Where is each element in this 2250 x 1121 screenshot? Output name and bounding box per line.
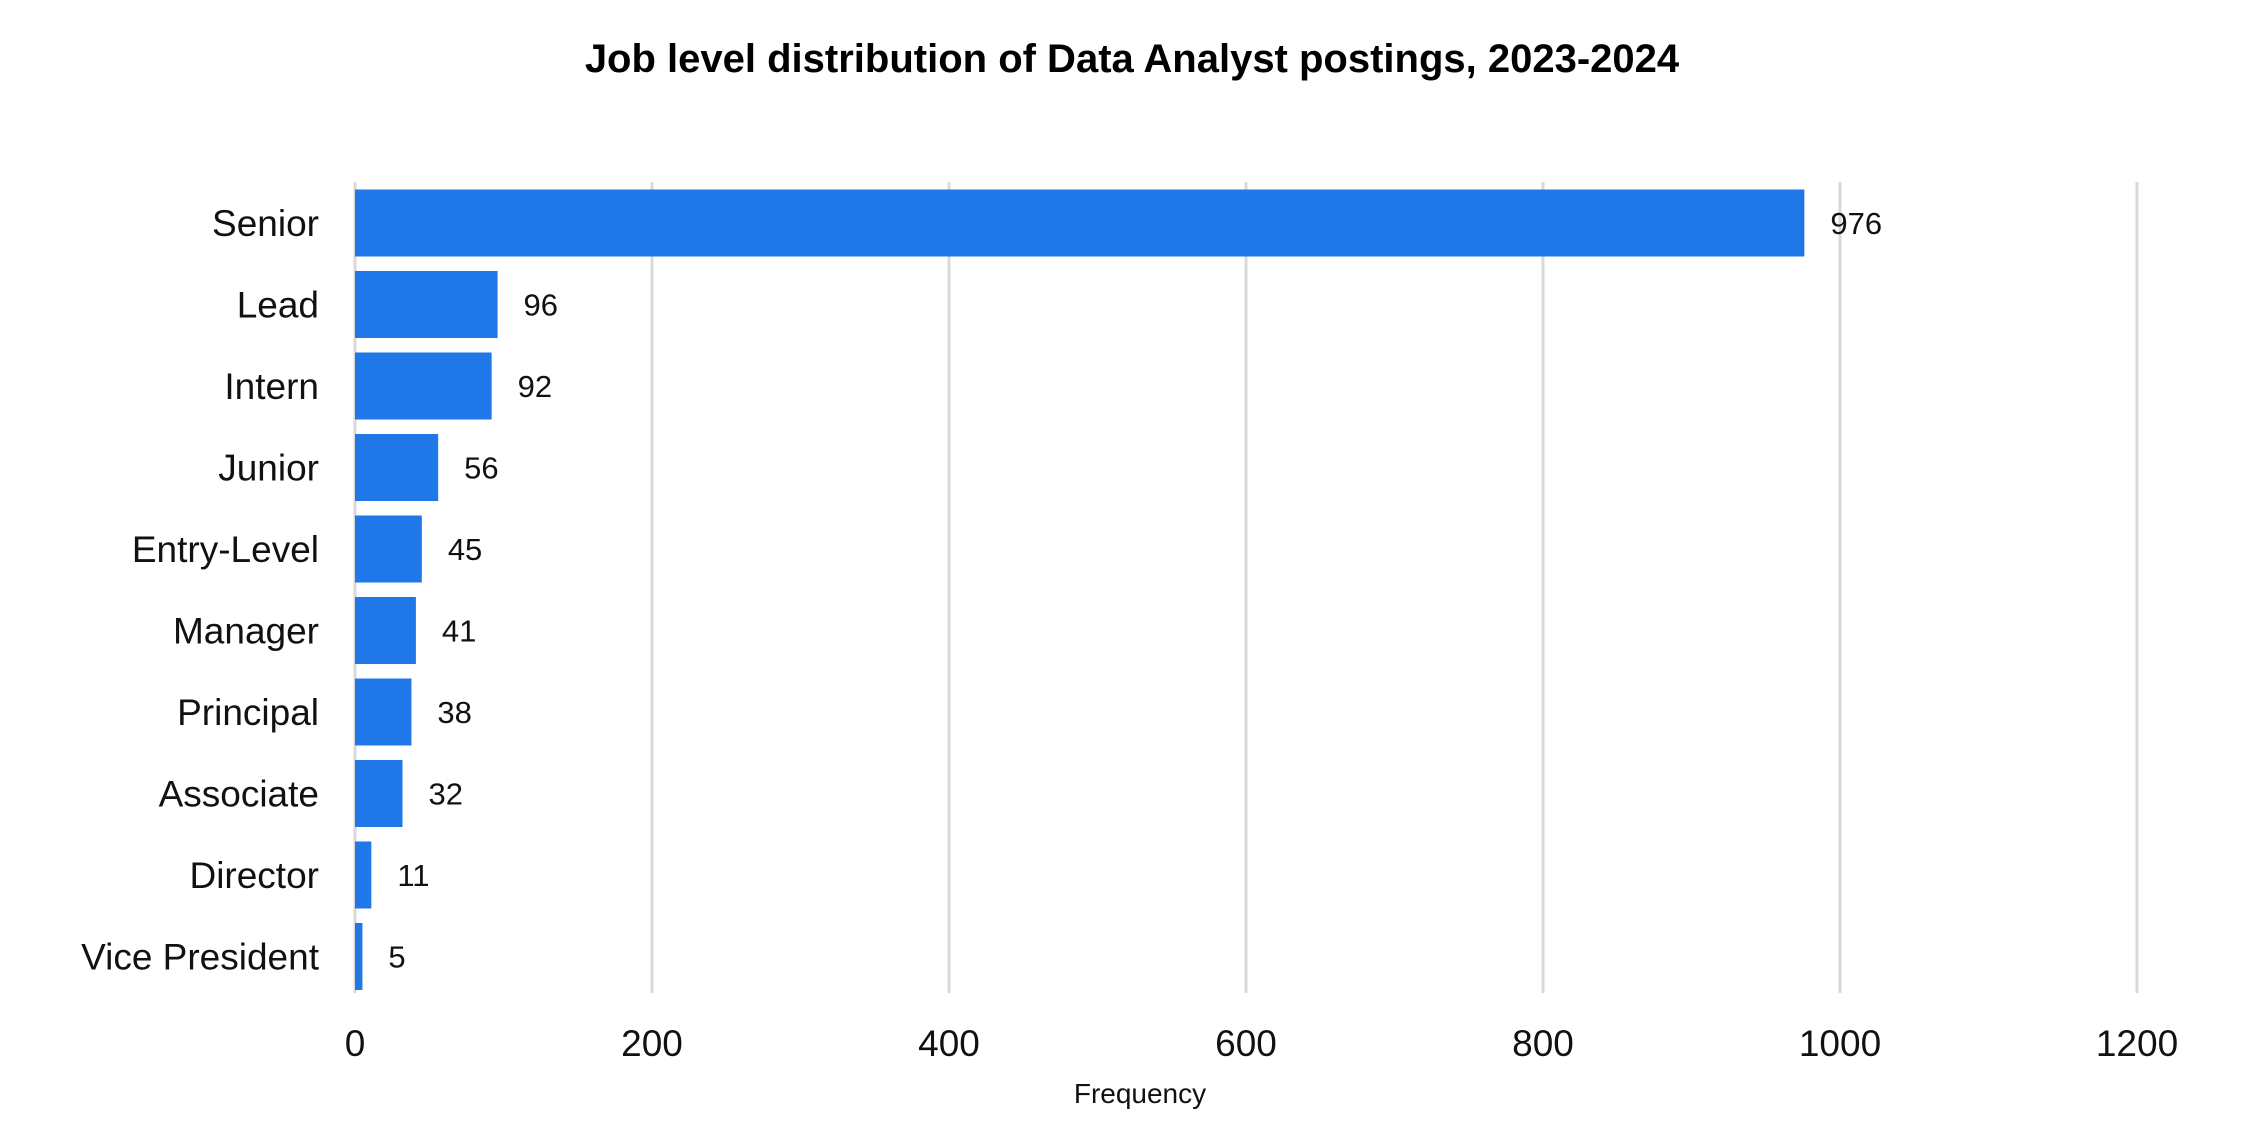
bar	[355, 352, 492, 420]
value-label: 96	[524, 288, 558, 323]
value-label: 11	[397, 858, 429, 893]
bar	[355, 434, 439, 501]
value-label: 92	[518, 369, 552, 404]
x-tick-label: 1200	[2096, 1023, 2178, 1064]
x-tick-labels: 0 200 400 600 800 1000 1200	[345, 1023, 2178, 1064]
x-tick-label: 200	[621, 1023, 683, 1064]
category-label: Vice President	[81, 937, 320, 978]
category-label: Principal	[177, 692, 319, 733]
value-labels: 976 96 92 56 45 41 38 32 11 5	[388, 206, 1882, 975]
category-labels: Senior Lead Intern Junior Entry-Level Manager…	[81, 203, 320, 978]
value-label: 32	[429, 777, 463, 812]
category-label: Director	[189, 855, 319, 896]
x-tick-label: 400	[918, 1023, 980, 1064]
bar	[355, 597, 416, 664]
x-axis-title: Frequency	[1074, 1078, 1206, 1109]
value-label: 976	[1830, 206, 1882, 241]
category-label: Associate	[159, 774, 319, 815]
category-label: Manager	[173, 611, 319, 652]
value-label: 56	[464, 451, 498, 486]
bar	[355, 923, 363, 990]
bar	[355, 271, 498, 338]
category-label: Senior	[212, 203, 319, 244]
category-label: Lead	[237, 285, 319, 326]
value-label: 38	[437, 695, 471, 730]
category-label: Entry-Level	[132, 529, 319, 570]
bar	[355, 678, 412, 746]
value-label: 45	[448, 532, 482, 567]
category-label: Junior	[218, 448, 319, 489]
x-tick-label: 1000	[1799, 1023, 1881, 1064]
x-tick-label: 600	[1215, 1023, 1277, 1064]
x-tick-label: 800	[1512, 1023, 1574, 1064]
bar	[355, 760, 403, 827]
bar	[355, 841, 372, 909]
value-label: 5	[388, 940, 405, 975]
bar	[355, 189, 1805, 257]
category-label: Intern	[224, 366, 319, 407]
gridlines	[353, 182, 2139, 993]
bar	[355, 515, 422, 583]
x-tick-label: 0	[345, 1023, 366, 1064]
value-label: 41	[442, 614, 476, 649]
chart-title: Job level distribution of Data Analyst p…	[585, 37, 1680, 81]
bars	[355, 189, 1805, 990]
